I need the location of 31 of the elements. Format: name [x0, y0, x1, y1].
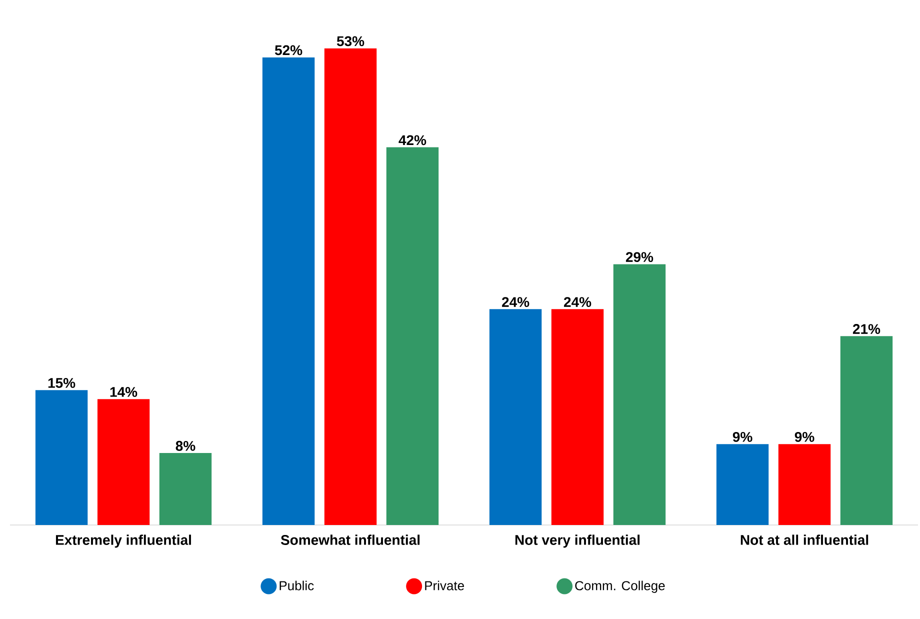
- bar: [159, 453, 212, 525]
- bar: [489, 309, 542, 525]
- data-label: 29%: [626, 252, 654, 262]
- bar: [262, 57, 315, 525]
- data-label: 14%: [110, 387, 138, 397]
- data-label: 52%: [274, 45, 302, 56]
- data-label: 53%: [336, 36, 364, 46]
- bar: [613, 264, 666, 525]
- x-tick-label: Somewhat influential: [280, 534, 420, 545]
- data-label: 24%: [502, 297, 530, 307]
- bar: [716, 444, 769, 525]
- data-label: 8%: [176, 440, 196, 451]
- data-label: 42%: [398, 135, 426, 146]
- x-tick-label: Not very influential: [515, 534, 640, 548]
- data-label: 9%: [732, 432, 752, 442]
- x-tick-label: Extremely influential: [56, 534, 191, 548]
- data-label: 9%: [794, 432, 814, 442]
- x-tick-label: Not at all influential: [740, 534, 868, 545]
- bar: [551, 309, 604, 525]
- bar: [840, 336, 893, 525]
- data-label: 24%: [564, 297, 592, 307]
- data-label: 21%: [852, 324, 880, 334]
- bar: [97, 399, 150, 525]
- bar: [324, 48, 377, 525]
- bar: [778, 444, 831, 525]
- legend-label: Comm. College: [575, 580, 665, 593]
- bar: [386, 147, 439, 525]
- legend-label: Private: [425, 580, 464, 590]
- legend-label: Public: [280, 580, 314, 590]
- bar: [35, 390, 88, 525]
- data-label: 15%: [48, 378, 76, 388]
